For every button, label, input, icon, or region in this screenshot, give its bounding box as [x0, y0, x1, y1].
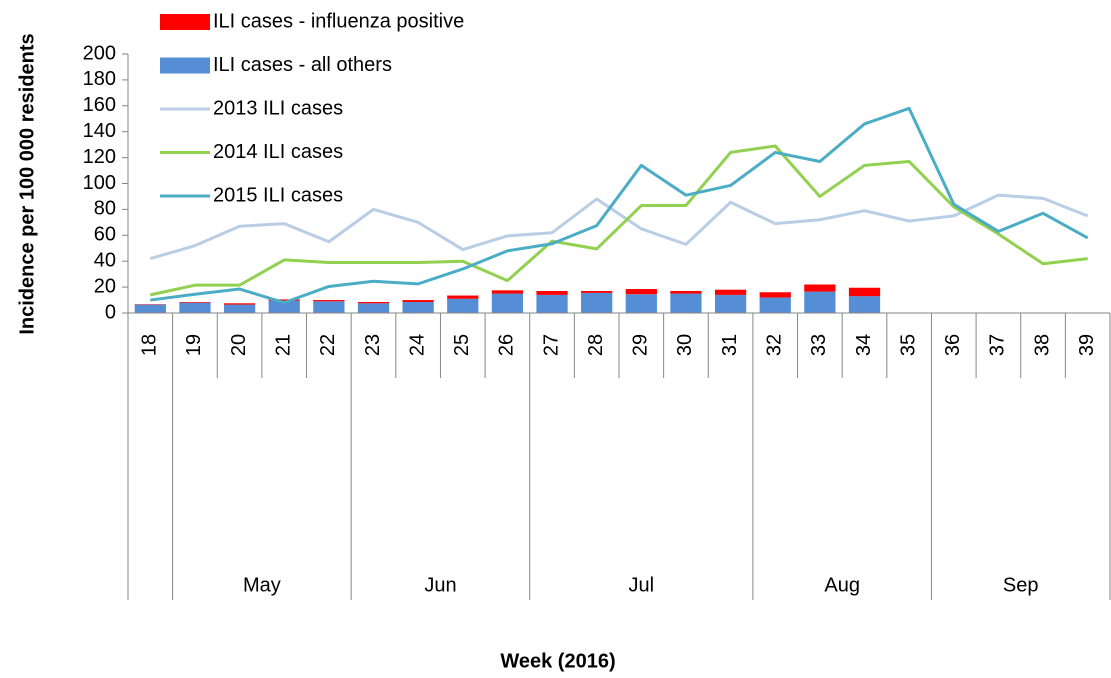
bar: [670, 290, 702, 294]
bar: [268, 299, 300, 301]
x-tick-label: 22: [317, 334, 339, 356]
bar: [268, 300, 300, 313]
y-tick-label: 160: [83, 94, 116, 116]
bar: [402, 301, 434, 313]
x-tick-label: 31: [719, 334, 741, 356]
legend-label: 2015 ILI cases: [213, 184, 343, 206]
x-tick-label: 23: [362, 334, 384, 356]
y-tick-label: 60: [94, 224, 116, 246]
bar: [179, 301, 211, 303]
x-tick-label: 29: [630, 334, 652, 356]
month-label: Jun: [424, 574, 456, 596]
legend-swatch: [160, 57, 210, 74]
x-tick-label: 34: [853, 334, 875, 356]
bar: [357, 303, 390, 313]
x-tick-label: 39: [1076, 334, 1098, 356]
bar: [714, 294, 747, 313]
bar: [491, 290, 524, 294]
line: [150, 106, 1089, 305]
x-tick-label: 21: [273, 334, 295, 356]
bar: [759, 292, 791, 298]
x-tick-label: 25: [451, 334, 473, 356]
bar: [848, 287, 881, 297]
x-axis-title: Week (2016): [500, 650, 615, 672]
legend-label: ILI cases - all others: [213, 54, 392, 76]
y-tick-label: 20: [94, 275, 116, 297]
x-tick-label: 27: [540, 334, 562, 356]
x-tick-label: 30: [674, 334, 696, 356]
bar: [313, 301, 345, 313]
y-tick-label: 40: [94, 249, 116, 271]
x-tick-label: 36: [942, 334, 964, 356]
x-tick-label: 33: [808, 334, 830, 356]
y-tick-label: 80: [94, 198, 116, 220]
month-label: May: [243, 574, 281, 596]
y-tick-label: 100: [83, 172, 116, 194]
y-tick-label: 120: [83, 146, 116, 168]
bar: [581, 290, 613, 293]
x-tick-label: 26: [496, 334, 518, 356]
x-tick-label: 38: [1031, 334, 1053, 356]
bar: [848, 296, 881, 313]
month-label: Jul: [629, 574, 655, 596]
legend-label: ILI cases - influenza positive: [213, 10, 464, 32]
bar: [670, 293, 702, 313]
x-tick-label: 35: [897, 334, 919, 356]
bar: [625, 294, 657, 313]
bar: [491, 293, 524, 313]
x-tick-label: 32: [764, 334, 786, 356]
y-tick-label: 180: [83, 68, 116, 90]
bar: [625, 289, 657, 295]
bar: [447, 298, 479, 313]
x-tick-label: 19: [183, 334, 205, 356]
x-tick-label: 37: [987, 334, 1009, 356]
bar: [313, 300, 345, 302]
month-label: Aug: [824, 574, 860, 596]
legend-swatch: [160, 14, 210, 30]
bar: [223, 304, 256, 313]
bar: [134, 304, 166, 313]
x-tick-label: 18: [139, 334, 161, 356]
legend-label: 2014 ILI cases: [213, 141, 343, 163]
y-tick-label: 140: [83, 120, 116, 142]
legend-label: 2013 ILI cases: [213, 97, 343, 119]
bar: [402, 300, 434, 302]
bar: [357, 301, 390, 304]
y-tick-label: 200: [83, 42, 116, 64]
line: [149, 193, 1089, 261]
y-tick-label: 0: [105, 301, 116, 323]
bar: [714, 289, 747, 295]
y-axis-title: Incidence per 100 000 residents: [16, 33, 38, 334]
bar: [804, 291, 836, 313]
x-tick-label: 20: [228, 334, 250, 356]
bar: [581, 292, 613, 313]
bar: [179, 302, 211, 313]
bar: [447, 295, 479, 299]
x-tick-label: 28: [585, 334, 607, 356]
x-tick-label: 24: [406, 334, 428, 356]
line: [149, 144, 1088, 297]
month-label: Sep: [1003, 574, 1039, 596]
bar: [804, 284, 836, 292]
bar: [223, 303, 256, 305]
bar: [759, 297, 791, 313]
bar: [536, 290, 568, 295]
bar: [536, 294, 568, 313]
